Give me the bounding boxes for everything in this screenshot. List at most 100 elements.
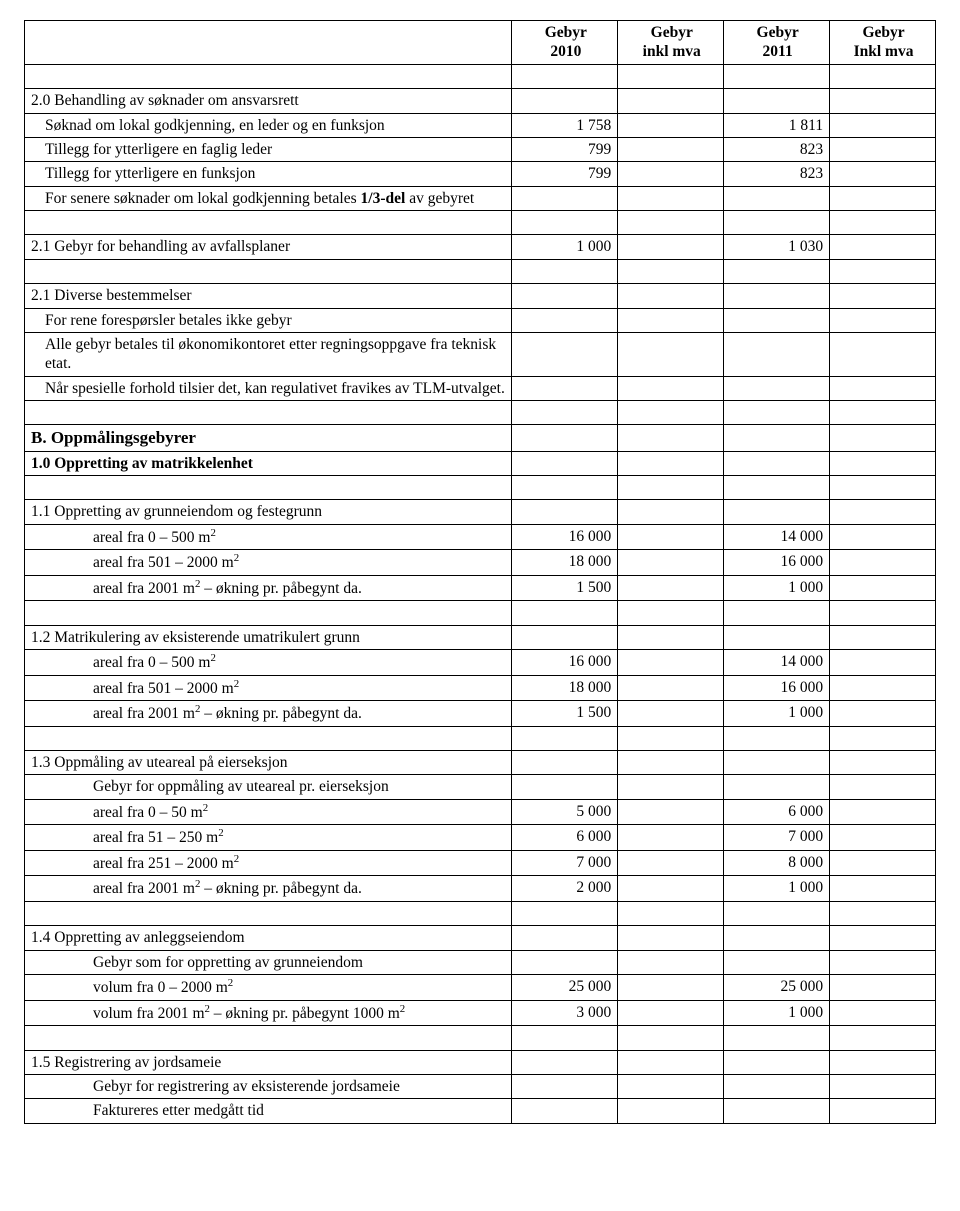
table-row: areal fra 51 – 250 m26 0007 000	[25, 825, 936, 851]
row-description: For senere søknader om lokal godkjenning…	[25, 186, 512, 210]
row-description: Søknad om lokal godkjenning, en leder og…	[25, 113, 512, 137]
header-col1-line1: Gebyr	[545, 24, 587, 41]
row-value-col4	[830, 1000, 936, 1026]
row-value-col4	[830, 211, 936, 235]
row-description: areal fra 0 – 500 m2	[25, 524, 512, 550]
row-value-col2	[618, 926, 724, 950]
row-value-col3: 14 000	[724, 650, 830, 676]
row-value-col4	[830, 950, 936, 974]
row-value-col2	[618, 825, 724, 851]
table-row: Tillegg for ytterligere en funksjon79982…	[25, 162, 936, 186]
row-description: areal fra 501 – 2000 m2	[25, 675, 512, 701]
row-description	[25, 726, 512, 750]
row-value-col4	[830, 799, 936, 825]
table-row: areal fra 2001 m2 – økning pr. påbegynt …	[25, 701, 936, 727]
row-description: Tillegg for ytterligere en funksjon	[25, 162, 512, 186]
table-row	[25, 601, 936, 625]
row-value-col4	[830, 332, 936, 376]
table-row: areal fra 0 – 50 m25 0006 000	[25, 799, 936, 825]
row-description: 2.1 Gebyr for behandling av avfallsplane…	[25, 235, 512, 259]
row-value-col3: 14 000	[724, 524, 830, 550]
row-description	[25, 1026, 512, 1050]
row-value-col2	[618, 211, 724, 235]
row-description	[25, 601, 512, 625]
row-value-col4	[830, 901, 936, 925]
row-value-col1	[512, 950, 618, 974]
row-value-col4	[830, 675, 936, 701]
row-value-col4	[830, 751, 936, 775]
row-value-col1: 16 000	[512, 650, 618, 676]
header-col2-line1: Gebyr	[651, 24, 693, 41]
row-value-col1: 1 758	[512, 113, 618, 137]
row-value-col2	[618, 451, 724, 475]
row-value-col1	[512, 1099, 618, 1123]
table-row: 2.0 Behandling av søknader om ansvarsret…	[25, 89, 936, 113]
row-value-col4	[830, 975, 936, 1001]
row-value-col3	[724, 601, 830, 625]
table-row: Gebyr for oppmåling av uteareal pr. eier…	[25, 775, 936, 799]
row-value-col4	[830, 550, 936, 576]
row-value-col2	[618, 799, 724, 825]
row-value-col4	[830, 876, 936, 902]
row-description: areal fra 251 – 2000 m2	[25, 850, 512, 876]
row-value-col2	[618, 308, 724, 332]
header-col1: Gebyr 2010	[512, 21, 618, 65]
table-row: areal fra 501 – 2000 m218 00016 000	[25, 675, 936, 701]
table-row: 1.3 Oppmåling av uteareal på eierseksjon	[25, 751, 936, 775]
row-value-col2	[618, 901, 724, 925]
row-value-col4	[830, 701, 936, 727]
row-value-col1: 1 500	[512, 575, 618, 601]
row-value-col3	[724, 376, 830, 400]
row-value-col2	[618, 1074, 724, 1098]
row-value-col3: 16 000	[724, 550, 830, 576]
row-description	[25, 211, 512, 235]
row-value-col2	[618, 726, 724, 750]
row-value-col4	[830, 235, 936, 259]
row-value-col1	[512, 601, 618, 625]
table-row: 1.1 Oppretting av grunneiendom og festeg…	[25, 500, 936, 524]
row-value-col1: 5 000	[512, 799, 618, 825]
header-col3-line1: Gebyr	[757, 24, 799, 41]
row-value-col2	[618, 1026, 724, 1050]
table-row: volum fra 0 – 2000 m225 00025 000	[25, 975, 936, 1001]
row-value-col2	[618, 476, 724, 500]
table-row: Gebyr som for oppretting av grunneiendom	[25, 950, 936, 974]
header-col4-line1: Gebyr	[862, 24, 904, 41]
row-description: 1.5 Registrering av jordsameie	[25, 1050, 512, 1074]
row-value-col4	[830, 137, 936, 161]
table-row: B. Oppmålingsgebyrer	[25, 425, 936, 451]
row-value-col3: 6 000	[724, 799, 830, 825]
row-value-col2	[618, 876, 724, 902]
row-value-col3	[724, 625, 830, 649]
row-value-col2	[618, 975, 724, 1001]
row-value-col4	[830, 1050, 936, 1074]
row-description: areal fra 2001 m2 – økning pr. påbegynt …	[25, 876, 512, 902]
row-description: B. Oppmålingsgebyrer	[25, 425, 512, 451]
row-value-col3: 1 000	[724, 1000, 830, 1026]
row-value-col1	[512, 1050, 618, 1074]
row-value-col1: 2 000	[512, 876, 618, 902]
row-value-col4	[830, 451, 936, 475]
header-col1-line2: 2010	[550, 43, 581, 60]
row-description: For rene forespørsler betales ikke gebyr	[25, 308, 512, 332]
table-row: 1.0 Oppretting av matrikkelenhet	[25, 451, 936, 475]
row-value-col2	[618, 64, 724, 88]
row-description	[25, 64, 512, 88]
row-description: Gebyr for oppmåling av uteareal pr. eier…	[25, 775, 512, 799]
row-value-col1	[512, 751, 618, 775]
row-value-col4	[830, 1026, 936, 1050]
row-value-col1	[512, 926, 618, 950]
table-row	[25, 726, 936, 750]
row-value-col2	[618, 137, 724, 161]
row-description: 1.3 Oppmåling av uteareal på eierseksjon	[25, 751, 512, 775]
row-value-col3: 7 000	[724, 825, 830, 851]
row-value-col2	[618, 550, 724, 576]
row-value-col1	[512, 775, 618, 799]
table-row: 2.1 Gebyr for behandling av avfallsplane…	[25, 235, 936, 259]
row-value-col2	[618, 235, 724, 259]
row-value-col3	[724, 726, 830, 750]
row-value-col2	[618, 89, 724, 113]
row-value-col3	[724, 476, 830, 500]
row-value-col1	[512, 425, 618, 451]
row-value-col2	[618, 950, 724, 974]
